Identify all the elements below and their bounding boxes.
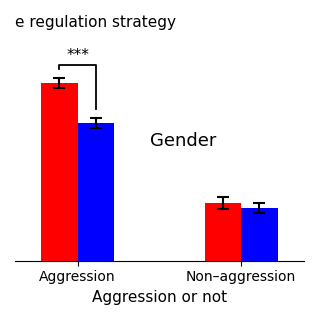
Bar bbox=[241, 208, 278, 261]
Text: Gender: Gender bbox=[150, 132, 216, 149]
Text: e regulation strategy: e regulation strategy bbox=[15, 15, 176, 30]
Bar bbox=[41, 83, 77, 261]
Bar bbox=[204, 203, 241, 261]
X-axis label: Aggression or not: Aggression or not bbox=[92, 290, 227, 305]
Text: ***: *** bbox=[66, 48, 89, 63]
Bar bbox=[77, 123, 114, 261]
